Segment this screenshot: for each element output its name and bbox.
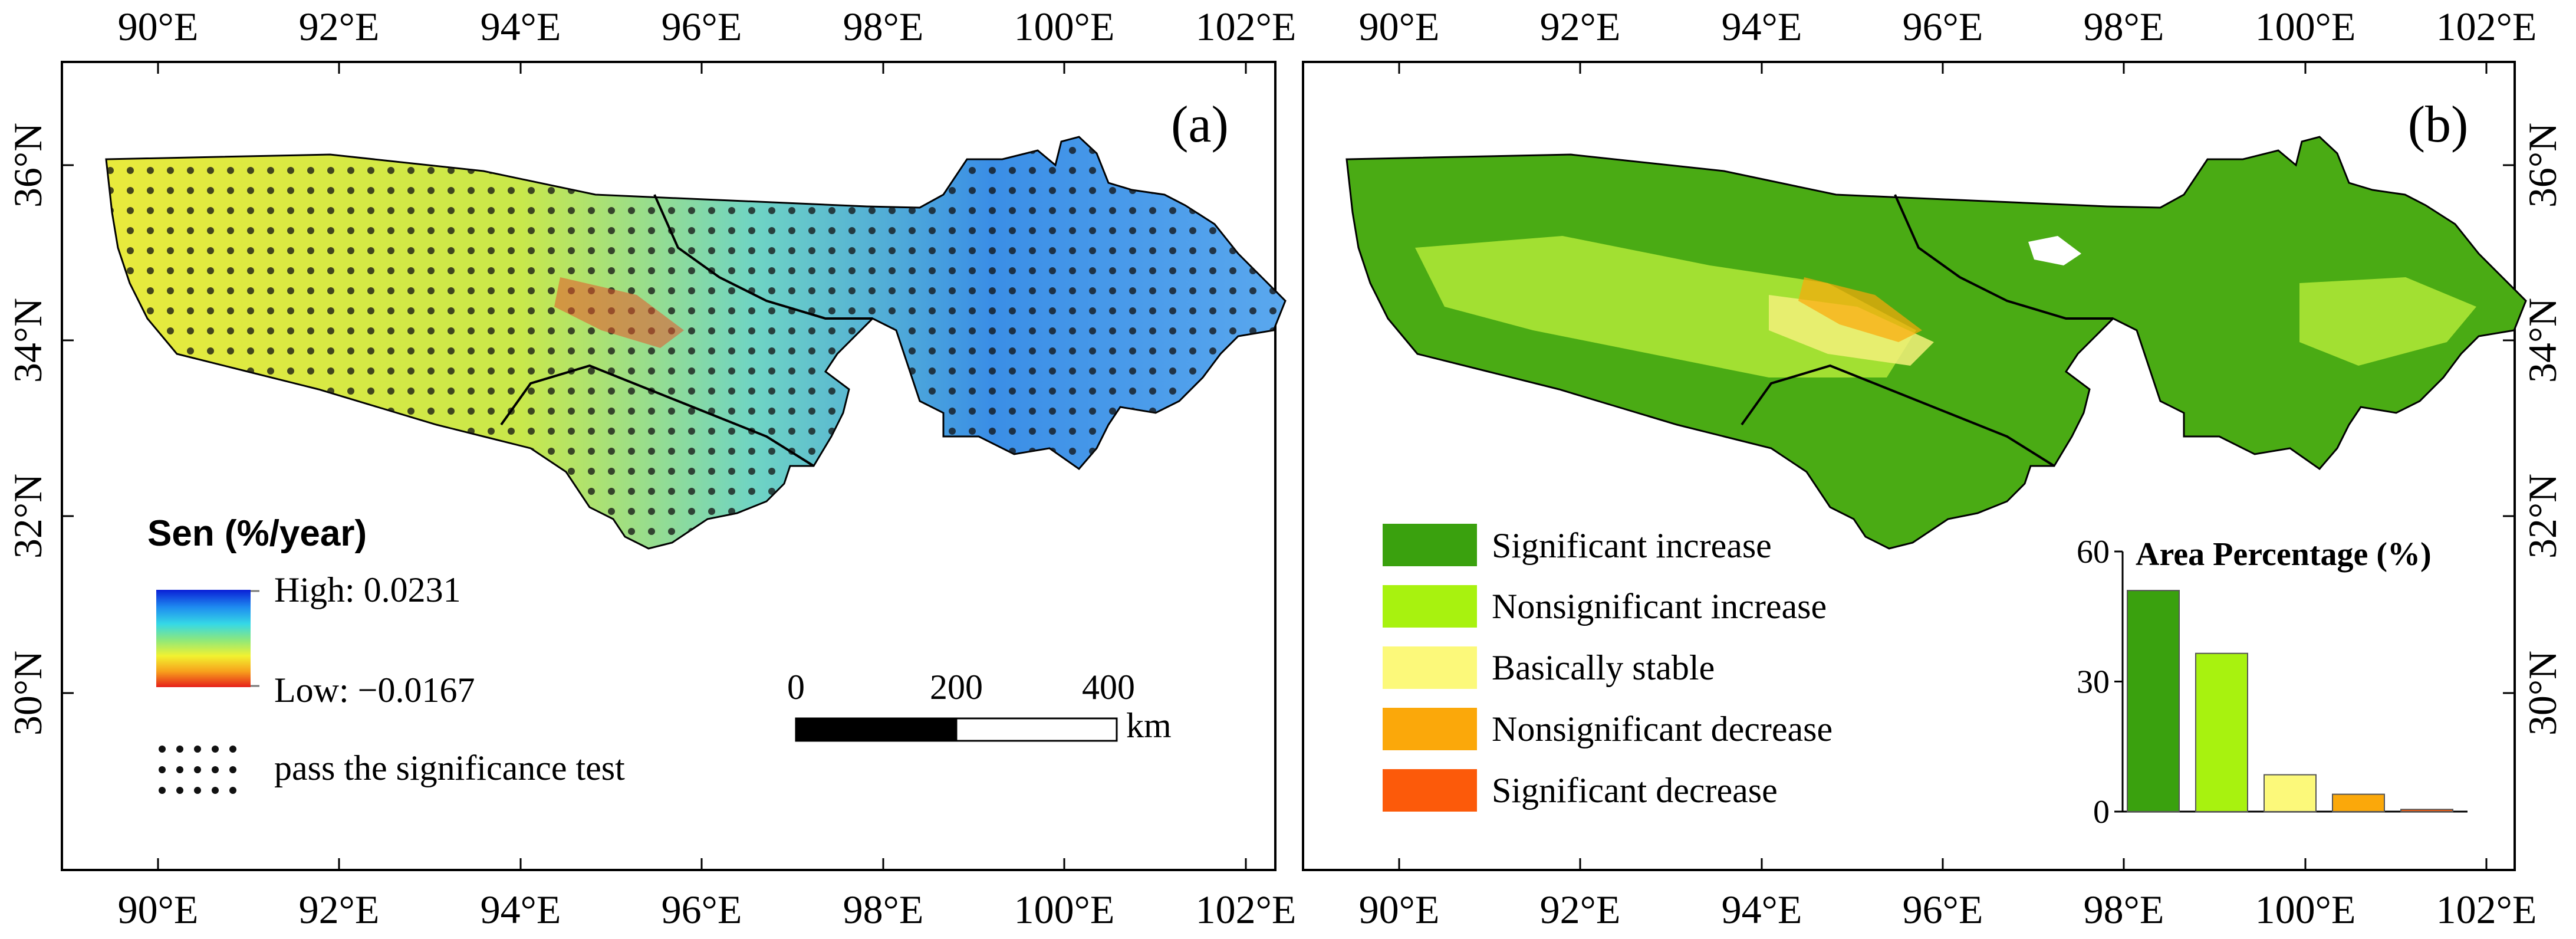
- lon-label-b-bottom-102: 102°E: [2436, 887, 2537, 932]
- scale-tick-0: 0: [787, 668, 805, 707]
- sen-high-label: High: 0.0231: [274, 570, 461, 609]
- chart-bar-significant-decrease: [2400, 809, 2453, 812]
- scale-tick-200: 200: [930, 668, 983, 707]
- lat-label-right-32: 32°N: [2520, 474, 2565, 559]
- legend-label-basically-stable: Basically stable: [1492, 648, 1715, 687]
- lon-label-a-bottom-102: 102°E: [1196, 887, 1297, 932]
- panel-b-label: (b): [2408, 96, 2469, 153]
- legend-label-significant-increase: Significant increase: [1492, 526, 1772, 565]
- decrease-patch-b: [1798, 277, 1922, 342]
- significance-label: pass the significance test: [274, 748, 625, 787]
- inner-boundary-a-2: [500, 364, 815, 467]
- sen-color-ramp: [156, 590, 251, 687]
- sen-low-label: Low: −0.0167: [274, 671, 475, 710]
- panel-a-label: (a): [1171, 96, 1229, 153]
- significance-dots-symbol: [159, 746, 236, 794]
- legend-swatch-nonsignificant-decrease: [1383, 708, 1477, 750]
- lon-label-a-top-102: 102°E: [1196, 4, 1297, 49]
- panel-b-legend: Significant increase Nonsignificant incr…: [1383, 524, 1833, 812]
- inner-boundary-a-1: [653, 194, 873, 320]
- legend-swatch-significant-increase: [1383, 524, 1477, 566]
- lat-label-right-36: 36°N: [2520, 123, 2565, 208]
- study-region-b: [1345, 136, 2527, 550]
- panel-a-legend: Sen (%/year) High: 0.0231 Low: −0.0167 p…: [147, 513, 625, 794]
- significance-dots-a: [106, 137, 1285, 549]
- lon-label-b-bottom-92: 92°E: [1540, 887, 1621, 932]
- lat-label-left-34: 34°N: [5, 298, 50, 383]
- lon-label-a-bottom-100: 100°E: [1014, 887, 1115, 932]
- sen-legend-title: Sen (%/year): [147, 513, 367, 554]
- panel-a-map: [105, 136, 1287, 550]
- decrease-patch-a: [554, 277, 684, 348]
- chart-y-tick-label: 60: [2077, 534, 2110, 570]
- lat-label-left-36: 36°N: [5, 123, 50, 208]
- panel-b-ticks: [1398, 62, 2515, 870]
- lat-label-left-30: 30°N: [5, 651, 50, 736]
- lon-label-a-bottom-98: 98°E: [843, 887, 924, 932]
- nonsig-increase-patch-b-east: [2299, 277, 2476, 366]
- lon-label-a-top-98: 98°E: [843, 4, 924, 49]
- scale-bar-white-segment: [955, 717, 1118, 742]
- lon-label-b-bottom-100: 100°E: [2255, 887, 2356, 932]
- chart-bar-significant-increase: [2127, 590, 2180, 813]
- chart-y-tick-label: 30: [2077, 664, 2110, 701]
- panel-a-ticks: [62, 62, 1247, 870]
- lat-label-right-30: 30°N: [2520, 651, 2565, 736]
- nonsig-increase-patch-b: [1415, 236, 1916, 377]
- lon-label-b-top-92: 92°E: [1540, 4, 1621, 49]
- lon-label-a-bottom-94: 94°E: [481, 887, 561, 932]
- legend-swatch-nonsignificant-increase: [1383, 585, 1477, 628]
- legend-label-nonsignificant-decrease: Nonsignificant decrease: [1492, 710, 1833, 748]
- scale-bar-black-segment: [795, 717, 958, 742]
- lon-label-a-top-100: 100°E: [1014, 4, 1115, 49]
- inner-boundary-b-1: [1894, 194, 2113, 320]
- legend-swatch-basically-stable: [1383, 646, 1477, 689]
- panel-b-map: [1345, 136, 2527, 550]
- chart-y-tick-label: 0: [2093, 794, 2110, 830]
- panel-b: (b) Significant increase Nonsignificant …: [1302, 61, 2527, 871]
- lon-label-a-bottom-96: 96°E: [662, 887, 742, 932]
- area-percentage-chart: Area Percentage (%) 0 30 60: [2077, 534, 2468, 830]
- lon-label-b-top-94: 94°E: [1722, 4, 1802, 49]
- lon-label-b-top-102: 102°E: [2436, 4, 2537, 49]
- lon-label-a-bottom-92: 92°E: [299, 887, 380, 932]
- legend-swatch-significant-decrease: [1383, 769, 1477, 812]
- chart-bar-nonsignificant-increase: [2195, 652, 2248, 812]
- scale-unit: km: [1126, 706, 1172, 745]
- lon-label-b-bottom-96: 96°E: [1903, 887, 1983, 932]
- no-data-patch-b: [2028, 236, 2081, 265]
- lon-label-b-top-98: 98°E: [2084, 4, 2164, 49]
- chart-bar-basically-stable: [2264, 774, 2317, 813]
- stable-patch-b: [1769, 295, 1934, 366]
- legend-label-nonsignificant-increase: Nonsignificant increase: [1492, 587, 1827, 626]
- scale-tick-400: 400: [1082, 668, 1135, 707]
- lon-label-a-top-90: 90°E: [118, 4, 199, 49]
- lon-label-b-top-90: 90°E: [1359, 4, 1440, 49]
- lon-label-b-top-100: 100°E: [2255, 4, 2356, 49]
- scale-bar: 0 200 400 km: [787, 668, 1172, 745]
- lon-label-b-bottom-90: 90°E: [1359, 887, 1440, 932]
- panel-a: (a) Sen (%/year) High: 0.0231 Low: −0.01…: [61, 61, 1287, 871]
- lon-label-a-top-96: 96°E: [662, 4, 742, 49]
- lon-label-a-top-94: 94°E: [481, 4, 561, 49]
- lon-label-b-top-96: 96°E: [1903, 4, 1983, 49]
- lat-label-left-32: 32°N: [5, 474, 50, 559]
- inner-boundary-b-2: [1741, 364, 2055, 467]
- legend-label-significant-decrease: Significant decrease: [1492, 771, 1778, 810]
- lon-label-a-top-92: 92°E: [299, 4, 380, 49]
- lon-label-a-bottom-90: 90°E: [118, 887, 199, 932]
- lat-label-right-34: 34°N: [2520, 298, 2565, 383]
- chart-title: Area Percentage (%): [2136, 536, 2432, 573]
- chart-bar-nonsignificant-decrease: [2332, 793, 2385, 812]
- lon-label-b-bottom-94: 94°E: [1722, 887, 1802, 932]
- lon-label-b-bottom-98: 98°E: [2084, 887, 2164, 932]
